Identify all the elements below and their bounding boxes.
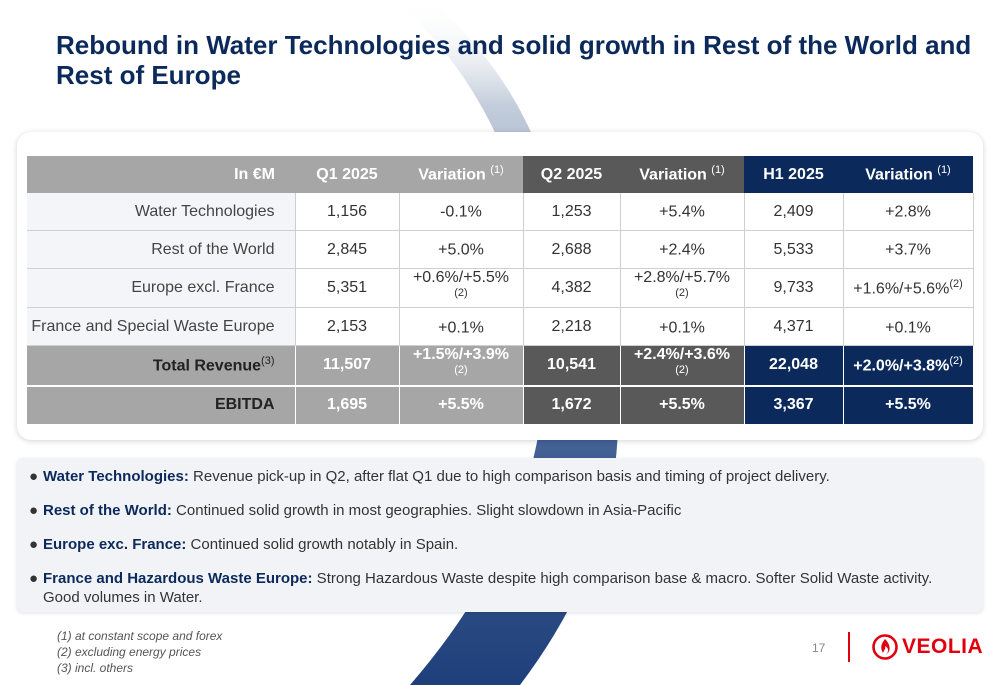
cell-h1: 9,733 [744, 268, 844, 309]
bullet-dot-icon: ● [29, 536, 39, 553]
bullet-head: France and Hazardous Waste Europe: [43, 570, 313, 587]
revenue-table: In €M Q1 2025 Variation (1) Q2 2025 Vari… [27, 156, 974, 424]
cell-var1: -0.1% [399, 193, 524, 231]
cell-var1: +5.0% [399, 230, 524, 269]
row-label: France and Special Waste Europe [27, 307, 296, 347]
header-var3: Variation (1) [843, 156, 973, 193]
cell-h1: 2,409 [744, 193, 844, 231]
footnote-3: (3) incl. others [57, 661, 134, 675]
cell-var1: +0.1% [399, 307, 524, 347]
cell-var3: +3.7% [843, 230, 974, 269]
cell-q1: 1,695 [295, 385, 400, 424]
table-row-france-special-waste: France and Special Waste Europe 2,153 +0… [27, 307, 974, 347]
table-header-row: In €M Q1 2025 Variation (1) Q2 2025 Vari… [27, 156, 973, 193]
cell-var3: +5.5% [843, 385, 974, 424]
cell-var1: +0.6%/+5.5%(2) [399, 268, 524, 309]
commentary-panel: ● Water Technologies: Revenue pick-up in … [17, 458, 983, 612]
cell-var2: +2.8%/+5.7%(2) [620, 268, 745, 309]
cell-var2: +5.4% [620, 193, 745, 231]
cell-var2: +0.1% [620, 307, 745, 347]
table-row-rest-of-world: Rest of the World 2,845 +5.0% 2,688 +2.4… [27, 230, 974, 269]
cell-q1: 5,351 [295, 268, 400, 309]
table-row-total-revenue: Total Revenue(3) 11,507 +1.5%/+3.9%(2) 1… [27, 345, 974, 386]
logo-wordmark: VEOLIA [902, 635, 984, 658]
table-row-water-technologies: Water Technologies 1,156 -0.1% 1,253 +5.… [27, 193, 974, 231]
revenue-table-card: In €M Q1 2025 Variation (1) Q2 2025 Vari… [17, 132, 983, 440]
cell-q2: 10,541 [523, 345, 621, 386]
footnote-2: (2) excluding energy prices [57, 645, 202, 659]
bullet-rest-of-world: ● Rest of the World: Continued solid grow… [29, 501, 959, 520]
cell-var3: +2.8% [843, 193, 974, 231]
cell-q1: 1,156 [295, 193, 400, 231]
bullet-text: Continued solid growth in most geographi… [171, 502, 682, 519]
cell-q2: 2,218 [523, 307, 621, 347]
cell-var2: +2.4%/+3.6%(2) [620, 345, 745, 386]
bullet-dot-icon: ● [29, 570, 39, 587]
cell-h1: 22,048 [744, 345, 844, 386]
cell-q2: 4,382 [523, 268, 621, 309]
header-var1: Variation (1) [399, 156, 523, 193]
divider [848, 632, 850, 662]
cell-h1: 3,367 [744, 385, 844, 424]
footnote-1: (1) at constant scope and forex [57, 629, 223, 643]
header-q1: Q1 2025 [295, 156, 399, 193]
cell-var1: +5.5% [399, 385, 524, 424]
cell-q2: 2,688 [523, 230, 621, 269]
cell-q1: 11,507 [295, 345, 400, 386]
cell-h1: 5,533 [744, 230, 844, 269]
table-row-europe-excl-france: Europe excl. France 5,351 +0.6%/+5.5%(2)… [27, 268, 974, 309]
page-number: 17 [812, 641, 826, 655]
page-title: Rebound in Water Technologies and solid … [56, 30, 972, 90]
bullet-head: Europe exc. France: [43, 536, 187, 553]
cell-var2: +2.4% [620, 230, 745, 269]
bullet-water-technologies: ● Water Technologies: Revenue pick-up in … [29, 467, 959, 486]
bullet-france-hazardous-waste: ● France and Hazardous Waste Europe: Stro… [29, 569, 959, 607]
cell-var2: +5.5% [620, 385, 745, 424]
header-q2: Q2 2025 [523, 156, 620, 193]
header-h1: H1 2025 [744, 156, 843, 193]
footnotes: (1) at constant scope and forex (2) excl… [57, 628, 222, 676]
cell-q1: 2,153 [295, 307, 400, 347]
bullet-text: Revenue pick-up in Q2, after flat Q1 due… [188, 468, 830, 485]
bullet-head: Water Technologies: [43, 468, 189, 485]
header-var2: Variation (1) [620, 156, 744, 193]
cell-h1: 4,371 [744, 307, 844, 347]
header-unit: In €M [27, 156, 295, 193]
bullet-dot-icon: ● [29, 468, 39, 485]
cell-var1: +1.5%/+3.9%(2) [399, 345, 524, 386]
cell-var3: +1.6%/+5.6%(2) [843, 268, 974, 309]
bullet-text: Continued solid growth notably in Spain. [186, 536, 459, 553]
bullet-dot-icon: ● [29, 502, 39, 519]
row-label: Rest of the World [27, 230, 296, 269]
row-label: Water Technologies [27, 193, 296, 231]
cell-q2: 1,253 [523, 193, 621, 231]
bullet-head: Rest of the World: [43, 502, 172, 519]
bullet-continuation: Good volumes in Water. [43, 589, 203, 606]
cell-var3: +2.0%/+3.8%(2) [843, 345, 974, 386]
cell-var3: +0.1% [843, 307, 974, 347]
table-row-ebitda: EBITDA 1,695 +5.5% 1,672 +5.5% 3,367 +5.… [27, 385, 974, 424]
bullet-europe-exc-france: ● Europe exc. France: Continued solid gro… [29, 535, 959, 554]
cell-q1: 2,845 [295, 230, 400, 269]
veolia-logo: VEOLIA [872, 634, 983, 660]
veolia-flame-icon [872, 634, 898, 660]
cell-q2: 1,672 [523, 385, 621, 424]
row-label: EBITDA [27, 385, 296, 424]
row-label: Europe excl. France [27, 268, 296, 309]
bullet-text: Strong Hazardous Waste despite high comp… [312, 570, 933, 587]
row-label: Total Revenue(3) [27, 345, 296, 386]
